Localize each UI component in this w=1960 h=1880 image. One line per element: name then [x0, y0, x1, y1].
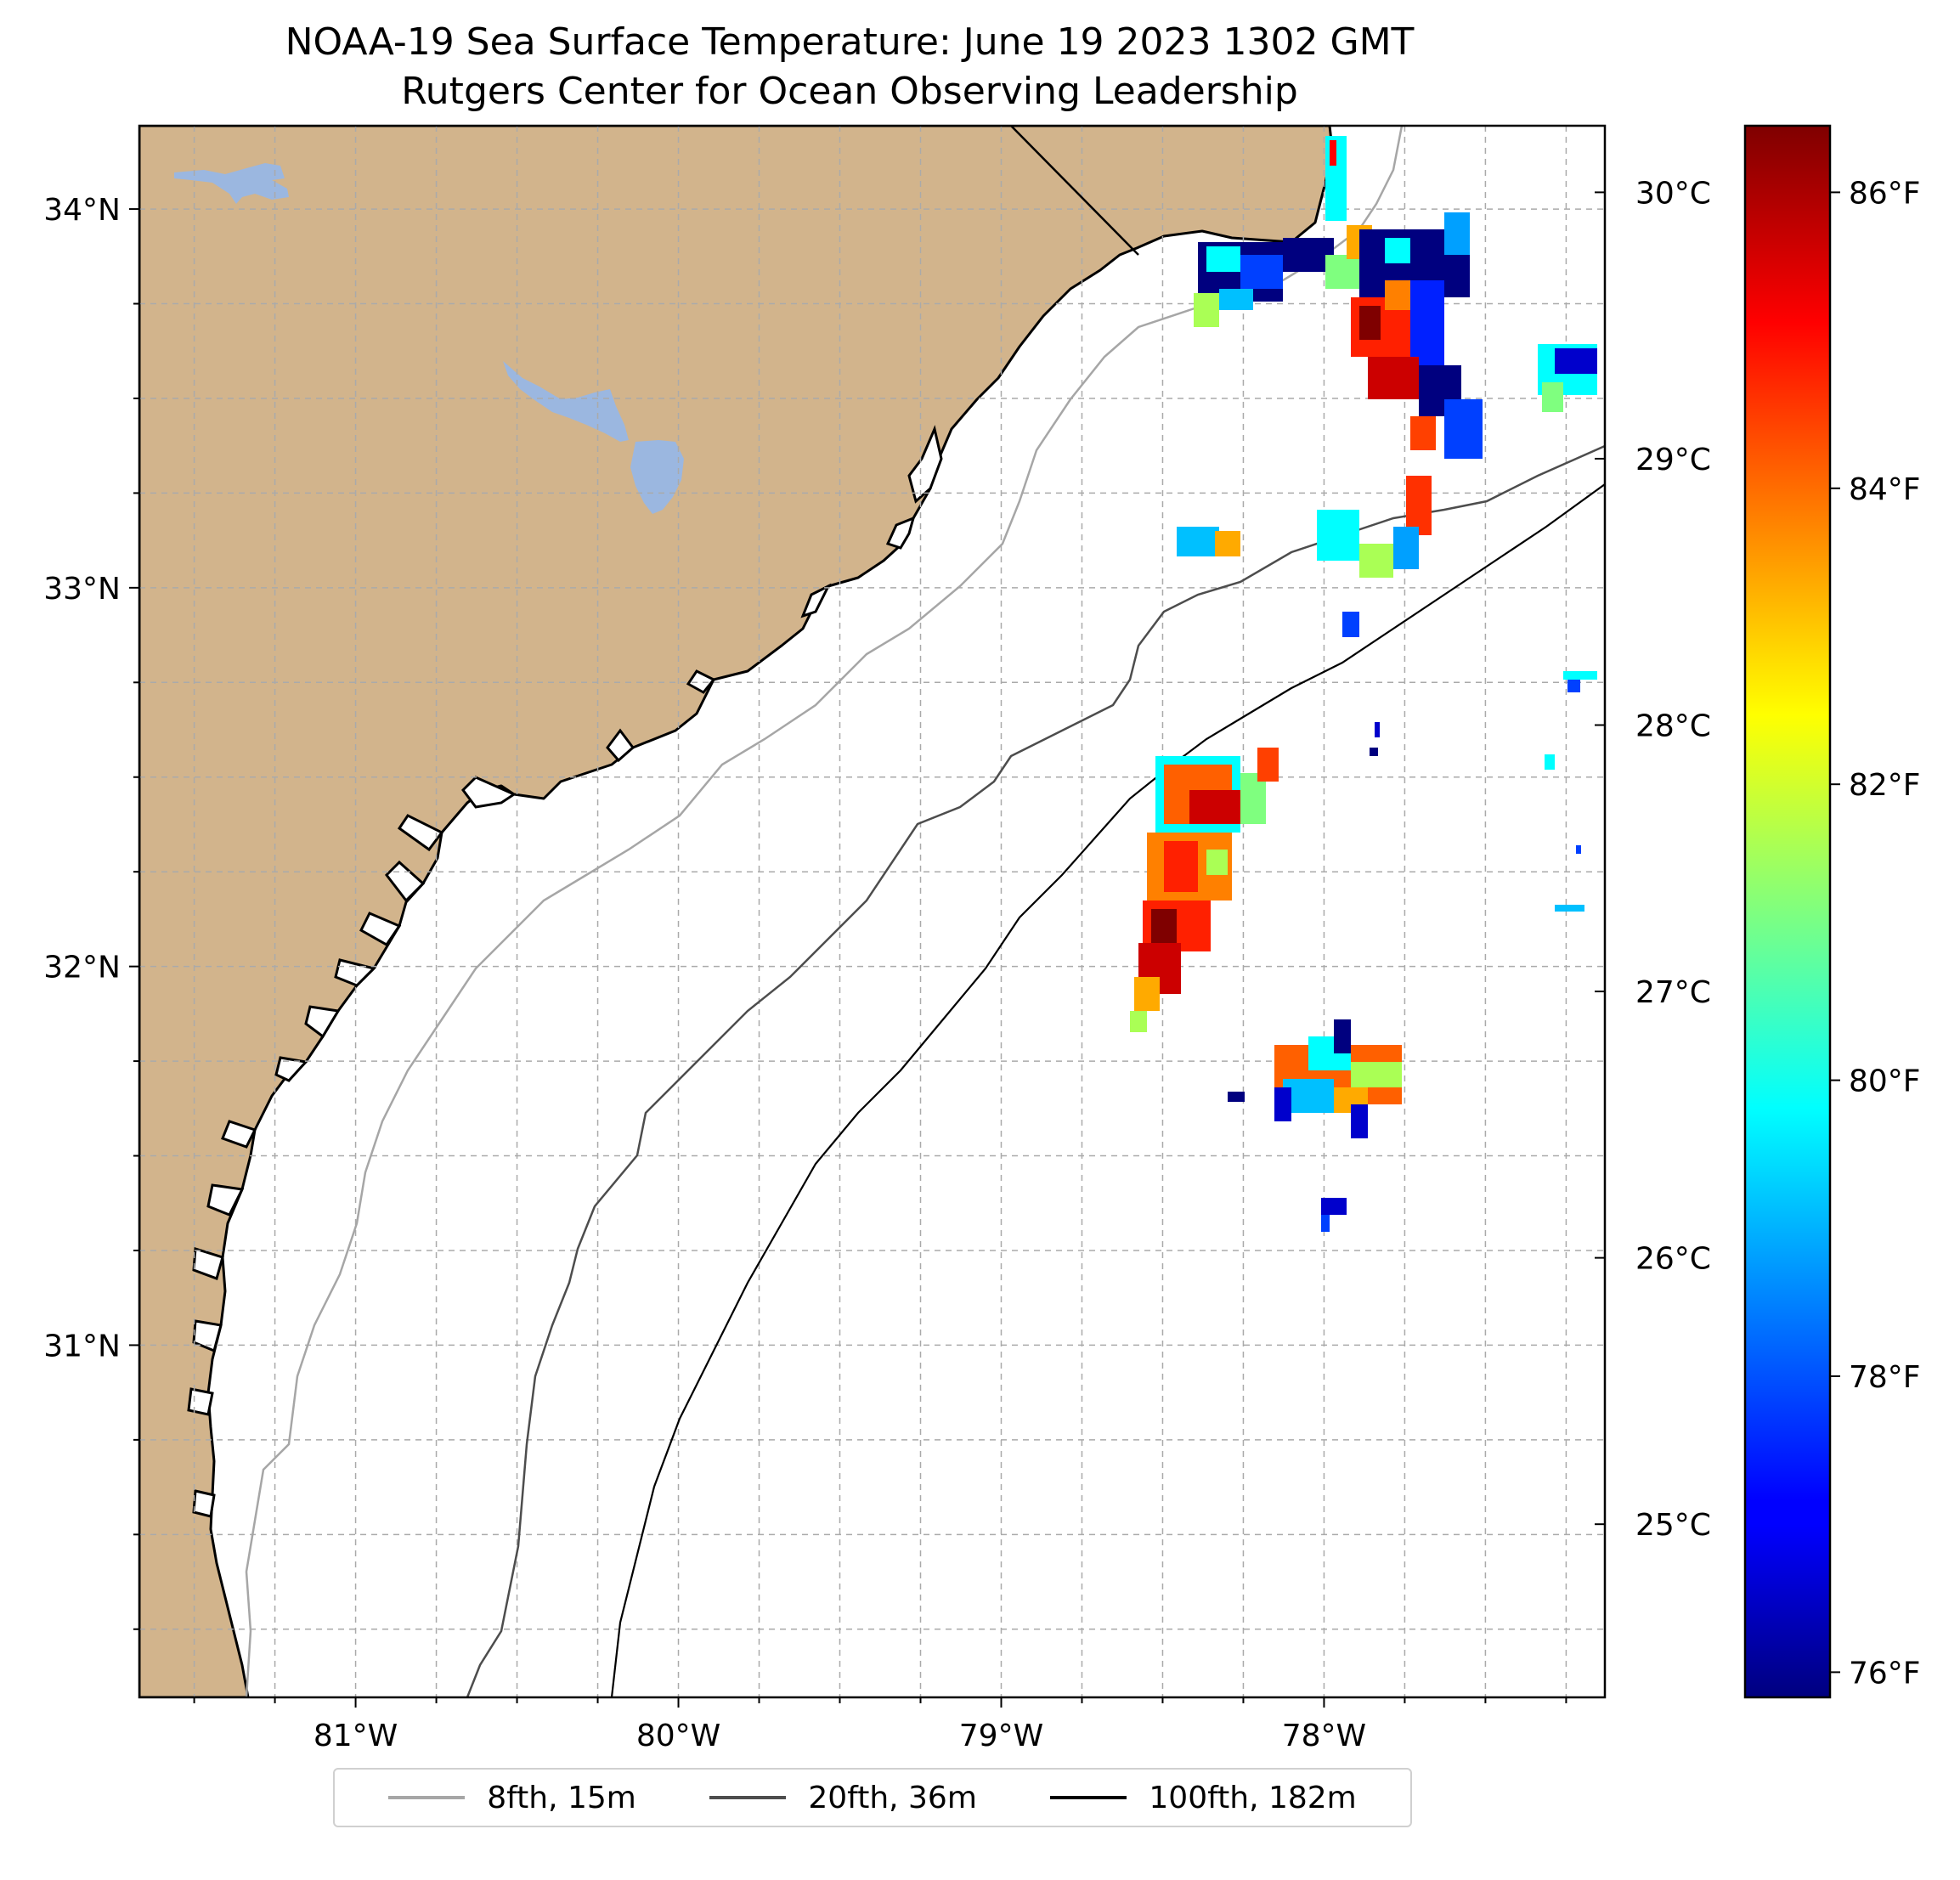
legend-item-8fth: 8fth, 15m [388, 1781, 636, 1815]
sst-patch-south [1228, 1019, 1402, 1232]
x-tick-label: 81°W [313, 1719, 398, 1753]
y-tick-label: 33°N [43, 572, 121, 607]
legend-label-20fth: 20fth, 36m [808, 1780, 977, 1815]
lakes [174, 163, 684, 514]
colorbar-fahrenheit-axis: 86°F 84°F 82°F 80°F 78°F 76°F [1830, 176, 1921, 1691]
sst-scatter [1370, 671, 1597, 912]
sst-patch-north [1177, 136, 1597, 637]
state-border [1010, 126, 1139, 256]
fahrenheit-tick-label: 82°F [1849, 768, 1921, 803]
isobath-20fth [466, 444, 1605, 1697]
y-tick-label: 34°N [43, 193, 121, 228]
sst-patch-middle [1130, 748, 1279, 1032]
map-frame [138, 124, 1607, 1699]
latitude-axis: 34°N 33°N 32°N 31°N [43, 193, 139, 1630]
celsius-tick-label: 26°C [1635, 1242, 1711, 1277]
legend-label-100fth: 100fth, 182m [1149, 1780, 1357, 1815]
fahrenheit-tick-label: 78°F [1849, 1360, 1921, 1395]
x-tick-label: 78°W [1282, 1719, 1366, 1753]
legend-swatch-20fth [709, 1796, 787, 1799]
legend-swatch-100fth [1050, 1796, 1127, 1799]
legend-item-100fth: 100fth, 182m [1050, 1780, 1357, 1815]
fahrenheit-tick-label: 84°F [1849, 472, 1921, 507]
legend-item-20fth: 20fth, 36m [709, 1781, 977, 1815]
y-tick-label: 32°N [43, 951, 121, 985]
fahrenheit-tick-label: 76°F [1849, 1656, 1921, 1691]
longitude-axis: 81°W 80°W 79°W 78°W [193, 1697, 1567, 1753]
legend-label-8fth: 8fth, 15m [487, 1780, 636, 1815]
fahrenheit-tick-label: 80°F [1849, 1064, 1921, 1099]
estuaries [187, 425, 943, 1518]
celsius-tick-label: 29°C [1635, 443, 1711, 477]
colorbar [1743, 124, 1832, 1699]
isobath-legend: 8fth, 15m 20fth, 36m 100fth, 182m [333, 1768, 1412, 1827]
celsius-tick-label: 30°C [1635, 176, 1711, 211]
x-tick-label: 79°W [959, 1719, 1043, 1753]
fahrenheit-tick-label: 86°F [1849, 176, 1921, 211]
chart-title: NOAA-19 Sea Surface Temperature: June 19… [285, 20, 1415, 64]
sst-data [1130, 136, 1597, 1232]
x-tick-label: 80°W [636, 1719, 720, 1753]
y-tick-label: 31°N [43, 1329, 121, 1363]
celsius-tick-label: 27°C [1635, 975, 1711, 1010]
celsius-tick-label: 28°C [1635, 709, 1711, 744]
colorbar-celsius-axis: 30°C 29°C 28°C 27°C 26°C 25°C [1595, 176, 1711, 1543]
isobath-100fth [610, 483, 1605, 1697]
celsius-tick-label: 25°C [1635, 1508, 1711, 1543]
chart-subtitle: Rutgers Center for Ocean Observing Leade… [401, 70, 1298, 113]
legend-swatch-8fth [388, 1796, 466, 1799]
